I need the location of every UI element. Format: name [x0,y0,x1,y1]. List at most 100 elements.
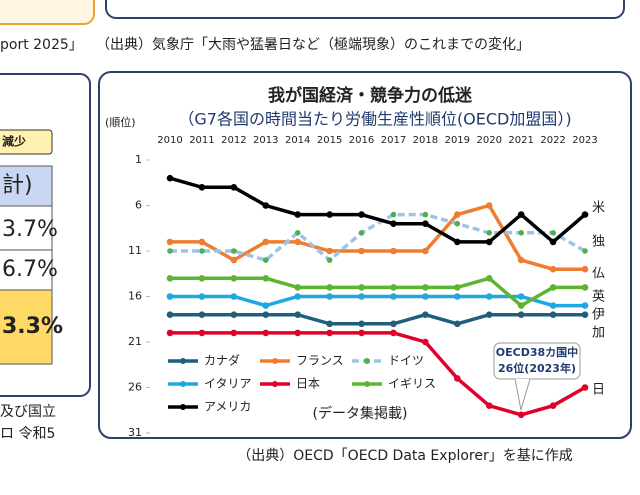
data-point [262,257,269,263]
data-point [262,302,270,309]
data-point [326,320,333,328]
annotation-pointer [514,378,531,411]
x-tick-label: 2013 [253,135,278,146]
end-label: 英 [592,290,605,305]
data-point [230,293,238,300]
data-point [167,248,173,254]
data-point [294,238,301,246]
legend-marker [180,381,186,387]
chart-subtitle: （G7各国の時間当たり労働生産性順位(OECD加盟国）) [178,110,571,129]
data-point [485,402,493,410]
data-point [198,329,206,337]
x-tick-label: 2018 [413,135,438,146]
data-point [358,247,365,255]
top-left-text: port 2025」 [0,37,83,53]
data-point [294,311,301,319]
series-line [170,294,585,308]
x-tick-label: 2015 [317,135,342,146]
left-cell [0,289,53,365]
x-tick-label: 2021 [508,135,533,146]
data-point [390,247,397,255]
legend-marker [272,358,278,364]
data-point [231,248,237,254]
data-point [262,275,270,282]
end-label: 加 [592,326,605,341]
data-point [294,293,301,300]
legend-marker [364,381,370,387]
data-point [485,275,493,282]
data-point [454,320,461,328]
left-cell [0,249,53,291]
data-point [198,238,206,246]
data-point [454,211,461,218]
legend-marker [364,358,370,364]
note: (データ集掲載) [313,405,408,422]
data-point [230,275,238,282]
legend-label: イタリア [204,377,252,391]
end-label: 米 [592,201,605,216]
data-point [581,311,589,319]
left-badge: 減少 [2,134,26,149]
left-cell [0,205,53,251]
data-point [390,211,397,218]
data-point [198,184,206,191]
data-point [294,211,301,218]
data-point [166,293,174,300]
data-point [581,265,589,273]
data-point [358,320,365,328]
x-tick-label: 2020 [477,135,502,146]
data-point [230,256,238,264]
data-point [485,202,493,209]
data-point [517,411,525,419]
y-tick-label: 1 [135,153,142,166]
end-label: 独 [592,235,605,250]
data-point [549,402,557,410]
data-point [422,293,429,300]
data-point [326,329,333,337]
left-cell [0,165,53,207]
data-point [517,293,525,300]
legend-label: アメリカ [204,400,251,414]
x-tick-label: 2022 [540,135,565,146]
x-tick-label: 2014 [285,135,310,146]
data-point [454,375,461,382]
data-point [198,293,206,300]
y-tick-label: 11 [128,244,142,257]
data-point [166,329,174,337]
data-point [198,311,206,319]
x-tick-label: 2019 [445,135,470,146]
data-point [262,311,270,319]
y-tick-label: 6 [135,199,142,212]
data-point [549,311,557,319]
data-point [454,220,461,227]
legend-label: フランス [296,354,344,368]
data-point [358,284,365,291]
data-point [294,329,301,337]
y-tick-label: 21 [128,335,142,348]
chart-title: 我が国経済・競争力の低迷 [268,85,473,106]
data-point [166,238,174,246]
data-point [262,329,270,337]
legend-marker [272,381,278,387]
annotation-box [493,342,581,380]
legend-label: カナダ [204,353,240,368]
x-tick-label: 2010 [157,135,182,146]
data-point [485,238,493,246]
data-point [581,284,589,291]
data-point [517,211,525,218]
annotation: 26位(2023年) [498,361,576,375]
data-point [390,329,397,337]
series-line [169,176,587,245]
end-label: 日 [592,383,605,398]
y-tick-label: 26 [128,381,142,394]
data-point [390,284,397,291]
series-line [170,331,586,417]
data-point [358,230,365,236]
data-point [390,320,397,328]
left-badge-box [0,129,53,155]
legend-label: イギリス [388,377,436,391]
data-point [517,256,525,264]
data-point [198,275,206,282]
series-line [170,276,585,308]
